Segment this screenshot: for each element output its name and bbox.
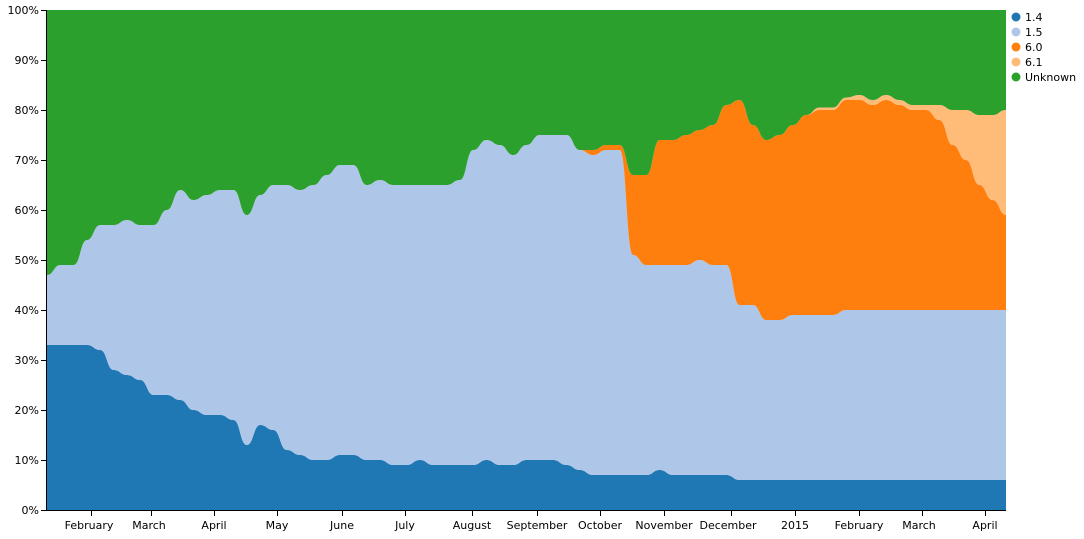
y-tick-label: 0% bbox=[22, 504, 39, 517]
legend-label: Unknown bbox=[1025, 71, 1076, 84]
x-tick-label: February bbox=[65, 519, 114, 532]
legend-label: 1.4 bbox=[1025, 11, 1043, 24]
y-tick-label: 90% bbox=[15, 54, 39, 67]
y-tick-label: 50% bbox=[15, 254, 39, 267]
x-tick-label: March bbox=[132, 519, 166, 532]
legend-label: 6.1 bbox=[1025, 56, 1043, 69]
legend-swatch bbox=[1011, 72, 1021, 82]
y-tick-label: 60% bbox=[15, 204, 39, 217]
x-tick-label: May bbox=[266, 519, 289, 532]
legend-label: 6.0 bbox=[1025, 41, 1043, 54]
legend-swatch bbox=[1011, 27, 1021, 37]
legend-swatch bbox=[1011, 12, 1021, 22]
area-series-1-5 bbox=[47, 135, 1006, 480]
x-tick-label: June bbox=[329, 519, 354, 532]
legend: 1.4 1.5 6.0 6.1 Unknown bbox=[1011, 11, 1076, 84]
x-tick-label: October bbox=[578, 519, 622, 532]
legend-swatch bbox=[1011, 42, 1021, 52]
area-series-unknown bbox=[47, 10, 1006, 275]
legend-label: 1.5 bbox=[1025, 26, 1043, 39]
plot-area bbox=[47, 10, 1006, 510]
legend-swatch bbox=[1011, 57, 1021, 67]
y-tick-label: 30% bbox=[15, 354, 39, 367]
x-tick-label: April bbox=[972, 519, 997, 532]
x-tick-label: August bbox=[453, 519, 492, 532]
y-tick-label: 20% bbox=[15, 404, 39, 417]
y-tick-label: 70% bbox=[15, 154, 39, 167]
area-series-1-4 bbox=[47, 345, 1006, 510]
area-series-6-0 bbox=[47, 100, 1006, 320]
x-tick-label: 2015 bbox=[781, 519, 809, 532]
x-tick-label: September bbox=[507, 519, 568, 532]
x-tick-label: November bbox=[635, 519, 693, 532]
y-tick-label: 10% bbox=[15, 454, 39, 467]
axes: 0% 10% 20% 30% 40% 50% 60% 70% 80% 90% 100% Februar… bbox=[8, 4, 1006, 532]
x-tick-label: December bbox=[699, 519, 757, 532]
x-tick-label: February bbox=[835, 519, 884, 532]
x-tick-label: July bbox=[394, 519, 415, 532]
x-tick-label: March bbox=[902, 519, 936, 532]
y-tick-label: 100% bbox=[8, 4, 39, 17]
y-tick-label: 40% bbox=[15, 304, 39, 317]
x-tick-label: April bbox=[201, 519, 226, 532]
y-tick-label: 80% bbox=[15, 104, 39, 117]
